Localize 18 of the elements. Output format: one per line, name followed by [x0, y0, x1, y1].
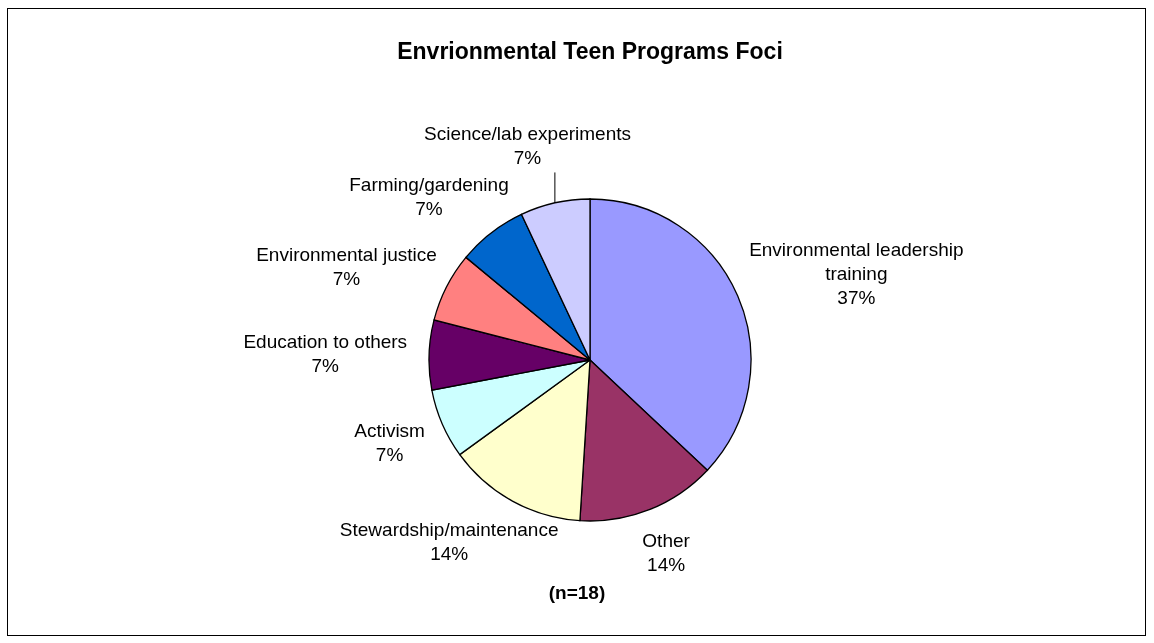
chart-title: Envrionmental Teen Programs Foci — [396, 37, 784, 65]
slice-label: Environmental justice — [256, 243, 437, 265]
slice-label: Education to others — [243, 331, 408, 352]
data-label: 7% — [415, 197, 443, 219]
data-label: 7% — [375, 443, 404, 465]
slice-label: Stewardship/maintenance — [339, 518, 559, 540]
data-label: 7% — [513, 146, 542, 168]
slice-label: Other — [642, 529, 691, 551]
slice-label: Environmental leadership training — [749, 238, 964, 284]
data-label: 14% — [430, 542, 469, 564]
slice-label: Farming/gardening — [349, 173, 509, 195]
text: (n=18) — [547, 581, 607, 605]
data-label: 37% — [837, 286, 876, 308]
data-label: 7% — [332, 267, 361, 289]
data-label: 14% — [647, 553, 686, 575]
data-label: 7% — [311, 355, 340, 376]
slice-label: Activism — [354, 419, 425, 441]
slice-label: Science/lab experiments — [424, 122, 631, 144]
